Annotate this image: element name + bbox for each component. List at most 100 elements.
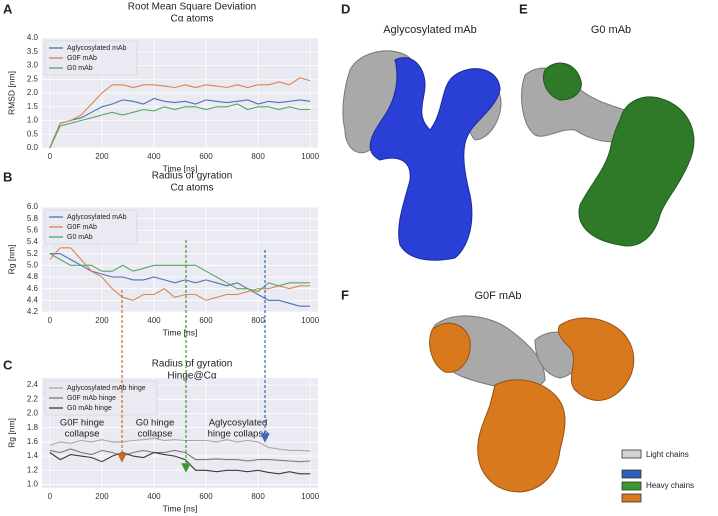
- light-chain-swatch: [621, 449, 642, 459]
- y-tick-label: 3.0: [27, 61, 39, 70]
- structure-f: [429, 315, 635, 493]
- x-tick-label: 400: [147, 152, 161, 161]
- series-line: [49, 451, 311, 475]
- x-axis-label: Time [ns]: [163, 163, 198, 173]
- structure-label: G0 mAb: [591, 24, 631, 36]
- structure-label: G0F mAb: [474, 290, 521, 302]
- annotation: hinge collapse: [208, 429, 269, 440]
- x-tick-label: 1000: [301, 492, 319, 501]
- annotation: G0F hinge: [60, 418, 104, 429]
- y-tick-label: 0.0: [27, 143, 39, 152]
- chain-legend-label: Light chains: [646, 450, 689, 459]
- legend-box: [44, 209, 138, 245]
- y-tick-label: 4.6: [27, 284, 39, 293]
- y-tick-label: 6.0: [27, 202, 39, 211]
- panel-letter: C: [3, 357, 13, 372]
- y-tick-label: 0.5: [27, 129, 39, 138]
- x-tick-label: 200: [95, 316, 109, 325]
- y-tick-label: 4.0: [27, 33, 39, 42]
- y-tick-label: 5.2: [27, 249, 39, 258]
- series-line: [49, 97, 311, 149]
- legend-label: G0 mAb: [67, 65, 93, 72]
- structure-e: [521, 62, 695, 247]
- chart-subtitle: Cα atoms: [170, 183, 213, 194]
- legend-label: G0 mAb: [67, 234, 93, 241]
- chart-subtitle: Hinge@Cα: [167, 371, 217, 382]
- x-tick-label: 200: [95, 152, 109, 161]
- x-tick-label: 0: [48, 492, 53, 501]
- y-tick-label: 4.8: [27, 272, 39, 281]
- chart-subtitle: Cα atoms: [170, 14, 213, 25]
- y-axis-label: Rg [nm]: [6, 245, 16, 275]
- heavy-chain-swatch: [621, 493, 642, 503]
- legend-label: G0F mAb hinge: [67, 395, 116, 402]
- heavy-chain-swatch: [621, 469, 642, 479]
- y-tick-label: 1.0: [27, 480, 39, 489]
- x-tick-label: 1000: [301, 152, 319, 161]
- series-line: [49, 448, 311, 463]
- y-tick-label: 5.4: [27, 237, 39, 246]
- y-tick-label: 5.0: [27, 260, 39, 269]
- series-line: [49, 77, 311, 149]
- y-tick-label: 1.6: [27, 437, 39, 446]
- x-tick-label: 1000: [301, 316, 319, 325]
- legend-label: Aglycosylated mAb hinge: [67, 385, 146, 392]
- y-tick-label: 1.2: [27, 465, 39, 474]
- y-tick-label: 4.2: [27, 307, 39, 316]
- panel-letter: F: [341, 287, 349, 302]
- series-line: [49, 247, 311, 301]
- x-tick-label: 400: [147, 316, 161, 325]
- y-tick-label: 1.5: [27, 102, 39, 111]
- y-tick-label: 1.0: [27, 116, 39, 125]
- x-tick-label: 800: [251, 492, 265, 501]
- legend-label: Aglycosylated mAb: [67, 45, 127, 52]
- x-tick-label: 600: [199, 152, 213, 161]
- legend-box: [44, 40, 138, 76]
- panel-letter: D: [341, 1, 350, 16]
- x-tick-label: 600: [199, 316, 213, 325]
- legend-label: G0 mAb hinge: [67, 405, 112, 412]
- heavy-chain-swatch: [621, 481, 642, 491]
- legend-label: G0F mAb: [67, 224, 97, 231]
- y-tick-label: 1.8: [27, 423, 39, 432]
- y-tick-label: 2.5: [27, 74, 39, 83]
- y-tick-label: 2.4: [27, 380, 39, 389]
- x-axis-label: Time [ns]: [163, 327, 198, 337]
- y-tick-label: 1.4: [27, 451, 39, 460]
- y-tick-label: 5.6: [27, 225, 39, 234]
- series-line: [49, 103, 311, 149]
- x-tick-label: 200: [95, 492, 109, 501]
- panel-letter: A: [3, 1, 13, 16]
- y-tick-label: 2.2: [27, 394, 39, 403]
- annotation: G0 hinge: [136, 418, 175, 429]
- x-axis-label: Time [ns]: [163, 503, 198, 513]
- y-tick-label: 4.4: [27, 295, 39, 304]
- x-tick-label: 400: [147, 492, 161, 501]
- annotation: collapse: [65, 429, 100, 440]
- structure-label: Aglycosylated mAb: [383, 24, 477, 36]
- x-tick-label: 600: [199, 492, 213, 501]
- y-tick-label: 2.0: [27, 88, 39, 97]
- legend-box: [44, 380, 158, 416]
- x-tick-label: 0: [48, 316, 53, 325]
- x-tick-label: 0: [48, 152, 53, 161]
- legend-label: Aglycosylated mAb: [67, 214, 127, 221]
- y-axis-label: RMSD [nm]: [6, 71, 16, 115]
- legend-label: G0F mAb: [67, 55, 97, 62]
- series-line: [49, 437, 311, 452]
- series-line: [49, 253, 311, 293]
- y-axis-label: Rg [nm]: [6, 418, 16, 448]
- x-tick-label: 800: [251, 152, 265, 161]
- chain-legend-label: Heavy chains: [646, 481, 694, 490]
- y-tick-label: 5.8: [27, 214, 39, 223]
- y-tick-label: 3.5: [27, 47, 39, 56]
- annotation: collapse: [138, 429, 173, 440]
- structure-d: [342, 50, 502, 261]
- chart-title: Root Mean Square Deviation: [128, 2, 256, 13]
- y-tick-label: 2.0: [27, 409, 39, 418]
- panel-letter: E: [519, 1, 528, 16]
- panel-letter: B: [3, 169, 12, 184]
- chart-title: Radius of gyration: [152, 171, 233, 182]
- chart-title: Radius of gyration: [152, 359, 233, 370]
